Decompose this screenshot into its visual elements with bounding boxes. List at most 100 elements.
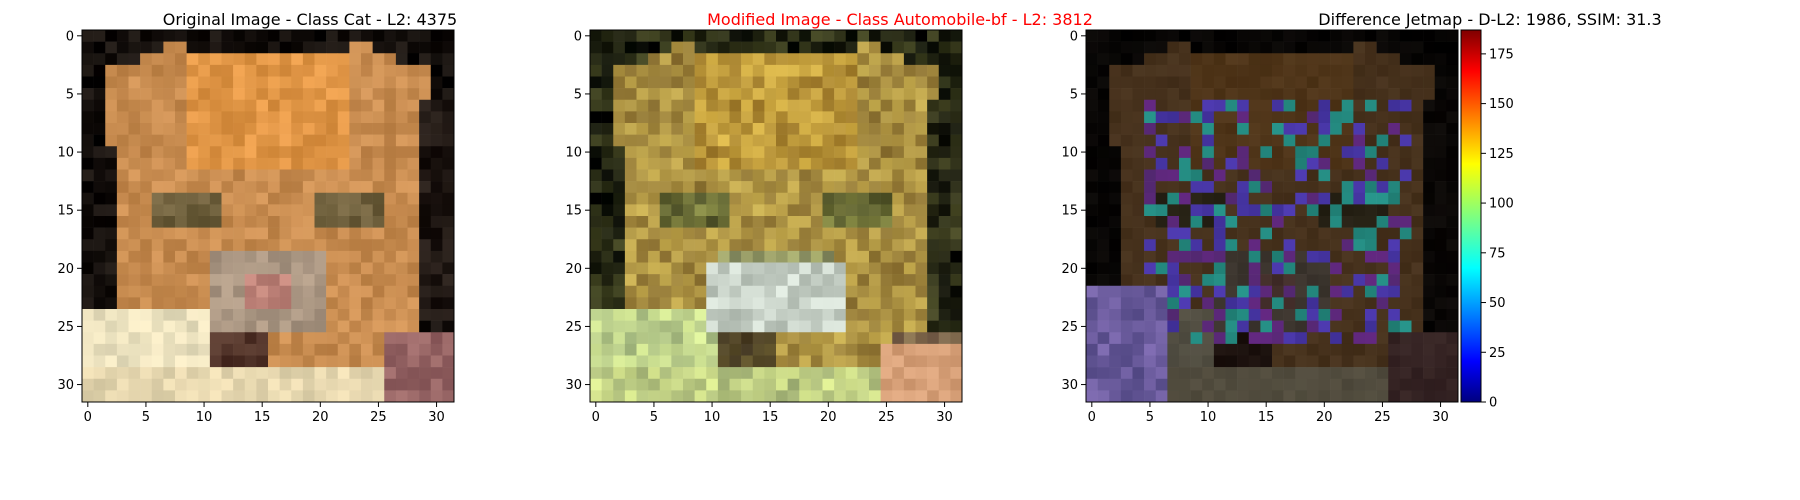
image-pixel xyxy=(361,181,373,194)
image-pixel xyxy=(1272,285,1284,298)
image-pixel xyxy=(349,169,362,182)
image-pixel xyxy=(1411,30,1424,42)
image-pixel xyxy=(407,99,420,112)
image-pixel xyxy=(82,204,94,217)
image-pixel xyxy=(776,216,788,228)
image-pixel xyxy=(128,332,141,345)
image-pixel xyxy=(729,169,742,182)
image-pixel xyxy=(337,332,350,345)
image-pixel xyxy=(93,378,106,391)
image-pixel xyxy=(175,111,187,124)
image-pixel xyxy=(430,309,443,321)
image-pixel xyxy=(82,41,94,54)
image-pixel xyxy=(752,320,765,333)
image-pixel xyxy=(233,390,246,403)
image-pixel xyxy=(151,99,164,112)
image-pixel xyxy=(1434,262,1447,275)
image-pixel xyxy=(915,367,928,380)
image-pixel xyxy=(590,192,602,205)
image-pixel xyxy=(613,309,626,321)
image-pixel xyxy=(1190,111,1203,124)
image-pixel xyxy=(950,285,963,298)
image-pixel xyxy=(163,343,176,356)
image-pixel xyxy=(1318,169,1331,182)
image-pixel xyxy=(442,30,455,42)
image-pixel xyxy=(706,320,719,333)
image-pixel xyxy=(1353,378,1366,391)
image-pixel xyxy=(1179,250,1191,263)
image-pixel xyxy=(787,123,800,135)
image-pixel xyxy=(845,343,858,356)
image-pixel xyxy=(326,123,339,135)
image-pixel xyxy=(776,169,788,182)
image-pixel xyxy=(1341,157,1354,170)
image-pixel xyxy=(613,367,626,380)
image-pixel xyxy=(1341,367,1354,380)
image-pixel xyxy=(601,390,614,403)
image-pixel xyxy=(430,343,443,356)
image-pixel xyxy=(361,111,373,124)
image-pixel xyxy=(233,227,246,240)
image-pixel xyxy=(1434,216,1447,228)
image-pixel xyxy=(717,250,730,263)
image-pixel xyxy=(128,320,141,333)
image-pixel xyxy=(1283,99,1296,112)
image-pixel xyxy=(1179,227,1191,240)
image-pixel xyxy=(822,227,835,240)
image-pixel xyxy=(717,239,730,252)
image-pixel xyxy=(82,355,94,368)
image-pixel xyxy=(1097,320,1110,333)
image-pixel xyxy=(1446,216,1459,228)
image-pixel xyxy=(822,53,835,66)
image-pixel xyxy=(1388,390,1401,403)
image-pixel xyxy=(671,53,684,66)
image-pixel xyxy=(683,332,695,345)
image-pixel xyxy=(845,146,858,159)
image-pixel xyxy=(845,285,858,298)
image-pixel xyxy=(395,53,408,66)
image-pixel xyxy=(787,30,800,42)
image-pixel xyxy=(361,76,373,89)
image-pixel xyxy=(186,274,199,287)
image-pixel xyxy=(105,88,118,101)
image-pixel xyxy=(1399,181,1412,194)
image-pixel xyxy=(430,146,443,159)
image-pixel xyxy=(590,41,602,54)
image-pixel xyxy=(1179,99,1191,112)
image-pixel xyxy=(302,64,315,77)
image-pixel xyxy=(1190,320,1203,333)
image-pixel xyxy=(845,111,858,124)
image-pixel xyxy=(1423,30,1436,42)
image-pixel xyxy=(1237,250,1250,263)
image-pixel xyxy=(384,64,397,77)
image-pixel xyxy=(1225,53,1238,66)
image-pixel xyxy=(1179,367,1191,380)
image-pixel xyxy=(128,76,141,89)
image-pixel xyxy=(221,262,234,275)
image-pixel xyxy=(1086,250,1098,263)
image-pixel xyxy=(717,53,730,66)
image-pixel xyxy=(1423,262,1436,275)
image-pixel xyxy=(950,320,963,333)
image-pixel xyxy=(950,239,963,252)
image-pixel xyxy=(845,99,858,112)
image-pixel xyxy=(601,343,614,356)
image-pixel xyxy=(244,250,257,263)
image-pixel xyxy=(442,309,455,321)
image-pixel xyxy=(1388,355,1401,368)
image-pixel xyxy=(1190,309,1203,321)
image-pixel xyxy=(776,41,788,54)
image-pixel xyxy=(776,88,788,101)
image-pixel xyxy=(384,320,397,333)
image-pixel xyxy=(326,76,339,89)
image-pixel xyxy=(1132,332,1145,345)
image-pixel xyxy=(349,204,362,217)
image-pixel xyxy=(717,297,730,310)
image-pixel xyxy=(659,367,672,380)
image-pixel xyxy=(1318,41,1331,54)
image-pixel xyxy=(430,76,443,89)
image-pixel xyxy=(279,123,292,135)
image-pixel xyxy=(880,262,893,275)
image-pixel xyxy=(1109,390,1122,403)
x-tick-label: 15 xyxy=(1258,410,1275,425)
